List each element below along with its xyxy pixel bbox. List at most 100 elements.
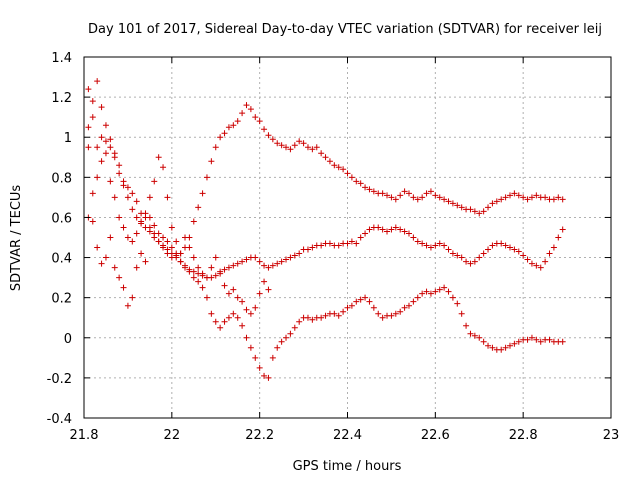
data-point <box>102 150 109 157</box>
data-point <box>485 342 492 349</box>
data-point <box>458 254 465 261</box>
data-point <box>107 144 114 151</box>
data-point <box>195 264 202 271</box>
data-point <box>98 260 105 267</box>
data-point <box>94 78 101 85</box>
data-point <box>348 238 355 245</box>
data-point <box>142 224 149 231</box>
data-point <box>476 210 483 217</box>
data-point <box>261 278 268 285</box>
data-point <box>247 106 254 113</box>
data-point <box>89 218 96 225</box>
data-point <box>243 256 250 263</box>
x-tick-label: 21.8 <box>70 428 99 443</box>
data-point <box>133 264 140 271</box>
data-point <box>269 262 276 269</box>
data-point <box>234 314 241 321</box>
data-point <box>129 294 136 301</box>
data-point <box>98 134 105 141</box>
data-point <box>199 190 206 197</box>
data-point <box>511 246 518 253</box>
data-point <box>419 240 426 247</box>
data-point <box>318 242 325 249</box>
data-point <box>454 202 461 209</box>
data-point <box>283 334 290 341</box>
data-point <box>155 154 162 161</box>
data-point <box>234 294 241 301</box>
data-point <box>182 234 189 241</box>
data-point <box>107 178 114 185</box>
y-tick-label: 1 <box>64 131 72 146</box>
data-point <box>265 286 272 293</box>
data-point <box>296 318 303 325</box>
data-point <box>173 238 180 245</box>
data-point <box>89 190 96 197</box>
y-tick-label: 1.2 <box>51 91 72 106</box>
data-point <box>85 144 92 151</box>
data-point <box>190 218 197 225</box>
data-point <box>353 298 360 305</box>
data-point <box>129 190 136 197</box>
data-point <box>423 242 430 249</box>
data-point <box>533 262 540 269</box>
data-point <box>160 234 167 241</box>
x-tick-label: 22.2 <box>245 428 274 443</box>
data-point <box>471 208 478 215</box>
data-point <box>357 296 364 303</box>
data-point <box>203 294 210 301</box>
data-point <box>379 190 386 197</box>
data-point <box>304 246 311 253</box>
data-point <box>331 162 338 169</box>
data-point <box>485 204 492 211</box>
data-point <box>278 142 285 149</box>
data-point <box>296 250 303 257</box>
data-point <box>283 144 290 151</box>
data-point <box>370 304 377 311</box>
data-point <box>392 196 399 203</box>
data-point <box>528 194 535 201</box>
data-point <box>441 284 448 291</box>
data-point <box>362 230 369 237</box>
data-point <box>107 234 114 241</box>
data-point <box>370 188 377 195</box>
data-point <box>151 234 158 241</box>
data-point <box>362 294 369 301</box>
data-point <box>274 140 281 147</box>
data-point <box>414 294 421 301</box>
data-point <box>348 302 355 309</box>
data-point <box>164 238 171 245</box>
data-point <box>436 286 443 293</box>
data-point <box>124 184 131 191</box>
data-point <box>546 336 553 343</box>
data-point <box>375 310 382 317</box>
data-point <box>498 240 505 247</box>
data-point <box>445 198 452 205</box>
data-point <box>502 344 509 351</box>
data-point <box>111 150 118 157</box>
data-point <box>129 238 136 245</box>
data-point <box>397 192 404 199</box>
data-point <box>252 114 259 121</box>
data-point <box>405 230 412 237</box>
data-point <box>182 264 189 271</box>
series-track-mid-low <box>85 150 566 381</box>
data-point <box>388 194 395 201</box>
data-point <box>353 240 360 247</box>
data-point <box>287 254 294 261</box>
data-point <box>366 298 373 305</box>
data-point <box>379 314 386 321</box>
data-point <box>405 190 412 197</box>
data-point <box>283 256 290 263</box>
data-point <box>454 252 461 259</box>
data-point <box>146 228 153 235</box>
data-point <box>168 244 175 251</box>
data-point <box>419 290 426 297</box>
data-point <box>107 136 114 143</box>
data-point <box>203 274 210 281</box>
data-point <box>463 258 470 265</box>
data-point <box>533 192 540 199</box>
data-point <box>252 304 259 311</box>
data-point <box>309 146 316 153</box>
data-point <box>129 206 136 213</box>
data-point <box>344 304 351 311</box>
